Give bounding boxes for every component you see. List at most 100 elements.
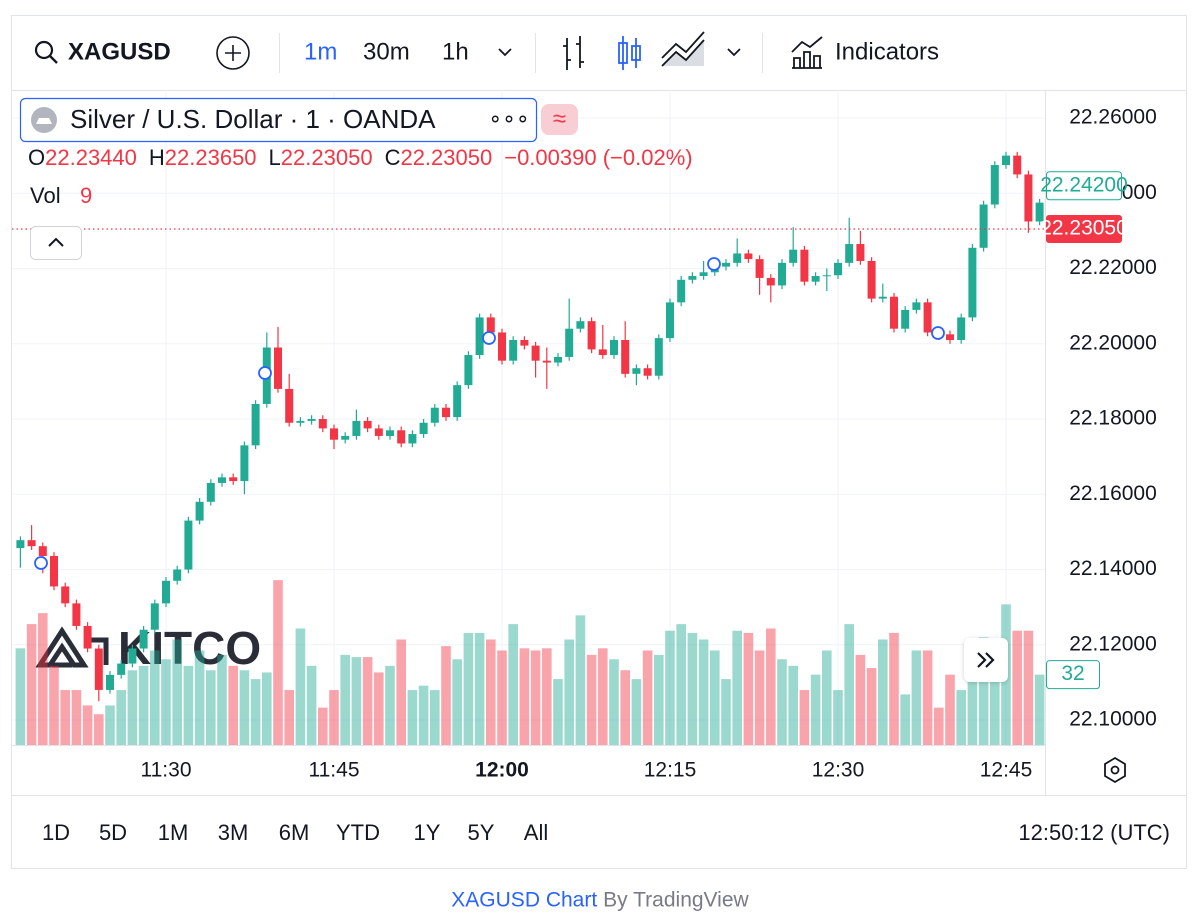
x-tick-label: 11:45 <box>309 759 360 782</box>
volume-bar <box>855 654 866 745</box>
ohlc-key: L <box>269 145 281 170</box>
collapse-button[interactable] <box>30 226 82 260</box>
compare-button[interactable] <box>216 36 250 70</box>
range-button[interactable]: 1Y <box>414 820 441 845</box>
settings-icon <box>1110 765 1120 775</box>
volume-bar <box>329 690 339 745</box>
volume-bar <box>94 714 104 745</box>
x-tick-label: 12:00 <box>475 759 529 782</box>
volume-bar <box>295 628 306 745</box>
y-tick-label: 22.16000 <box>1069 482 1157 505</box>
ohlc-value: 22.23050 <box>281 145 373 170</box>
volume-bar <box>945 674 955 745</box>
y-tick-label: 22.26000 <box>1069 106 1157 129</box>
volume-bar <box>564 639 574 745</box>
volume-bar <box>474 632 485 745</box>
candle-body <box>834 262 842 276</box>
range-button[interactable]: YTD <box>336 820 380 845</box>
volume-bar <box>262 672 272 745</box>
candle-body <box>106 674 114 690</box>
volume-bar <box>486 639 496 745</box>
event-marker[interactable] <box>931 326 945 340</box>
legend-title-box[interactable] <box>19 97 538 143</box>
interval[interactable]: 1h <box>442 38 469 65</box>
candle-body <box>94 648 103 690</box>
search-icon[interactable] <box>34 40 54 60</box>
indicators-icon[interactable] <box>791 36 823 69</box>
candle-body <box>184 520 193 570</box>
volume-bar <box>217 654 227 745</box>
volume-bar <box>620 670 630 745</box>
candle-body <box>486 317 495 333</box>
volume-bar <box>676 624 686 745</box>
candle-body <box>576 321 585 329</box>
volume-bar <box>1012 630 1022 745</box>
candle-body <box>621 339 630 374</box>
candle-body <box>83 625 92 649</box>
range-button[interactable]: 5D <box>99 820 127 845</box>
ohlc-key: C <box>385 145 401 170</box>
range-button[interactable]: All <box>524 820 548 845</box>
candle-body <box>274 347 282 389</box>
candle-body <box>531 345 540 361</box>
settings-icon[interactable] <box>1104 756 1126 784</box>
y-tick-label: 22.10000 <box>1069 708 1157 731</box>
candle-body <box>890 296 898 329</box>
volume-bar <box>586 654 597 745</box>
candle-body <box>778 262 786 286</box>
interval[interactable]: 30m <box>363 38 410 65</box>
volume-bar <box>15 648 26 745</box>
volume-bar <box>385 665 395 745</box>
indicators-button[interactable]: Indicators <box>835 38 939 65</box>
legend-title: Silver / U.S. Dollar · 1 · OANDA <box>70 104 436 134</box>
area-icon[interactable] <box>661 31 705 67</box>
candle-body <box>50 555 58 587</box>
candle-body <box>341 435 350 440</box>
volume-bar <box>38 613 48 745</box>
volume-bar <box>698 639 709 745</box>
legend-more[interactable]: ∘∘∘ <box>488 106 529 131</box>
search-icon <box>49 55 58 64</box>
range-button[interactable]: 5Y <box>468 820 495 845</box>
interval[interactable]: 1m <box>304 38 337 65</box>
volume-bar <box>239 670 250 745</box>
price-label: 22.24200 <box>1040 173 1128 196</box>
candle-body <box>766 277 775 286</box>
event-marker[interactable] <box>707 257 721 271</box>
event-marker[interactable] <box>34 556 48 570</box>
range-button[interactable]: 6M <box>279 820 310 845</box>
volume-bar <box>799 690 810 745</box>
range-button[interactable]: 1D <box>42 820 70 845</box>
event-marker[interactable] <box>258 366 272 380</box>
range-button[interactable]: 1M <box>158 820 189 845</box>
volume-bar <box>105 705 115 745</box>
volume-bar <box>754 650 765 745</box>
candle-body <box>878 296 887 299</box>
candle-body <box>229 477 238 482</box>
volume-bar <box>665 630 675 745</box>
volume-bar <box>273 580 283 745</box>
volume-bar <box>418 685 429 745</box>
badge[interactable] <box>541 104 578 135</box>
volume-bar <box>911 650 922 745</box>
ohlc-key: O <box>28 145 45 170</box>
clock[interactable]: 12:50:12 (UTC) <box>1018 820 1170 845</box>
volume-bar <box>60 690 70 745</box>
price-label: 22.23050 <box>1040 217 1128 240</box>
candle-body <box>912 302 921 310</box>
event-marker[interactable] <box>482 331 496 345</box>
interval-menu[interactable] <box>498 48 512 57</box>
symbol[interactable]: XAGUSD <box>68 38 171 65</box>
candle-body <box>363 420 372 429</box>
bars-icon[interactable] <box>563 36 584 70</box>
candle-body <box>565 328 574 357</box>
volume-label-box <box>1046 660 1100 690</box>
candle-body <box>330 428 338 440</box>
candle-body <box>352 420 361 436</box>
footer-link[interactable]: XAGUSD Chart <box>451 889 597 912</box>
range-button[interactable]: 3M <box>218 820 249 845</box>
badge-text: ≈ <box>553 105 566 132</box>
chart-type-menu[interactable] <box>727 48 741 57</box>
candles-icon[interactable] <box>618 36 641 70</box>
candle-body <box>464 355 473 386</box>
